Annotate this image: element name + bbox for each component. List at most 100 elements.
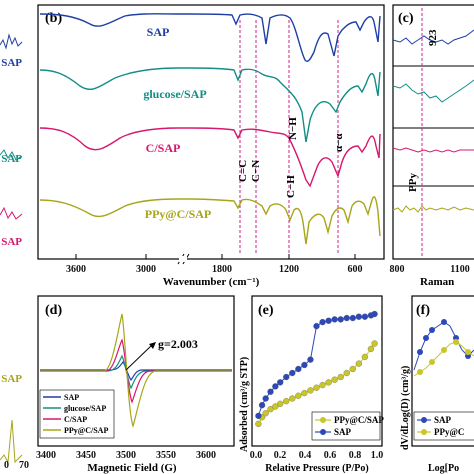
panel-e-xtick-1: 0.2 (274, 450, 287, 461)
panel-c-curve-ppy (392, 205, 474, 213)
panel-e-point-0 (262, 410, 269, 417)
panel-e-xtick-3: 0.6 (324, 450, 337, 461)
panel-f-ylabel: dV/dLog(D) (cm³/g) (400, 366, 411, 450)
panel-b-curve-ppy (39, 196, 381, 245)
panel-e-legend-0: PPy@C/SAP (334, 415, 384, 425)
panel-b-xtick-3: 1200 (279, 264, 299, 275)
panel-b-annot-ch: C−H (285, 175, 297, 198)
panel-d-xtick-4: 3600 (196, 450, 216, 461)
panel-e-point-0 (301, 389, 308, 397)
panel-b: (b) SAP glucose/SAP C/SAP PPy@C/SAP C=C … (37, 4, 385, 288)
panel-e-frame (251, 295, 383, 447)
panel-b-xtick-2: 1800 (212, 264, 232, 275)
panel-e-xtick-2: 0.4 (299, 450, 312, 461)
panel-c-xtick-0: 800 (390, 264, 405, 275)
panel-e-point-1 (289, 369, 296, 377)
panel-b-xtick-1: 3000 (136, 264, 156, 275)
panel-e-point-1 (313, 322, 320, 330)
panel-f-xlabel: Log[Po (428, 463, 459, 474)
panel-d-xlabel: Magnetic Field (G) (87, 462, 177, 474)
panel-e-point-1 (319, 318, 326, 326)
panel-f-legend-marker-1 (421, 429, 427, 435)
panel-f-legend-marker-0 (421, 417, 427, 423)
panel-d-curve-ppy (40, 313, 232, 428)
panel-d-legend-1: glucose/SAP (64, 404, 106, 413)
panel-e-point-0 (289, 395, 296, 402)
panel-e-legend-marker-0 (320, 417, 326, 423)
panel-f-point-ppy (465, 349, 471, 355)
panel-b-tag: (b) (45, 11, 62, 26)
panel-e-point-0 (277, 400, 284, 407)
panel-b-xlabel: Wavenumber (cm⁻¹) (163, 276, 260, 288)
panel-f-point-sap (441, 319, 447, 325)
panel-b-curve-sap (39, 13, 381, 62)
panel-e-point-1 (283, 373, 290, 381)
panel-c-curve-csap (392, 147, 474, 153)
panel-e-point-1 (258, 402, 266, 409)
panel-c: (c) 923 PPy 800 1100 Raman (390, 4, 474, 288)
panel-f-legend-0: SAP (434, 415, 452, 425)
panel-f-point-ppy (417, 369, 423, 375)
panel-e-point-1 (371, 310, 378, 318)
panel-b-annot-aa: α−α (333, 133, 345, 152)
panel-e-point-0 (325, 379, 332, 386)
panel-d-xtick-2: 3500 (116, 450, 136, 461)
panel-b-curve-csap (39, 127, 381, 188)
panel-f-point-ppy (453, 339, 459, 345)
panel-e-point-0 (361, 353, 369, 361)
panel-a-curve-3 (0, 206, 23, 220)
panel-e-points (255, 310, 378, 428)
panel-e-point-0 (267, 406, 274, 413)
panel-c-xlabel: Raman (420, 276, 454, 288)
panel-e-legend-1: SAP (334, 427, 352, 437)
panel-e-point-1 (355, 313, 363, 320)
panel-f-frame (411, 295, 474, 447)
panel-d-annot-arrow (125, 344, 153, 371)
panel-a-label-1: SAP (1, 57, 22, 69)
panel-e-point-0 (272, 403, 279, 410)
panel-b-label-csap: C/SAP (146, 141, 181, 155)
panel-e-ylabel: Adsorbed (cm³/g STP) (239, 357, 250, 452)
panel-e-point-1 (295, 365, 302, 373)
panel-a-label-3: SAP (1, 236, 22, 248)
panel-a-label-2: SAP (1, 153, 22, 165)
panel-d-legend-2: C/SAP (64, 415, 87, 424)
panel-b-annot-cn: C−N (250, 160, 262, 182)
panel-c-curve-glucose (392, 79, 474, 103)
panel-b-annot-nh: N−H (287, 117, 299, 140)
panel-d-annot-arrowhead (149, 342, 156, 349)
panel-e-point-0 (313, 384, 320, 391)
panel-e-point-0 (307, 387, 314, 394)
panel-e-point-0 (331, 376, 338, 383)
panel-c-xtick-1: 1100 (450, 264, 469, 275)
panel-e-tag: (e) (258, 303, 274, 318)
panel-b-xtick-0: 3600 (66, 264, 86, 275)
panel-a-curve-4 (0, 419, 23, 464)
panel-d-annot-g: g=2.003 (158, 337, 198, 351)
panel-e-point-1 (255, 412, 262, 420)
panel-e-point-1 (337, 316, 344, 323)
panel-c-annot-923: 923 (427, 29, 439, 46)
panel-e-point-0 (255, 420, 262, 428)
panel-b-label-ppy: PPy@C/SAP (145, 207, 212, 221)
panel-f-point-sap (417, 349, 423, 355)
panel-e-xtick-4: 0.8 (349, 450, 362, 461)
panel-b-label-sap: SAP (147, 25, 170, 39)
panel-f-point-sap (423, 335, 429, 341)
panel-d-legend-0: SAP (64, 393, 79, 402)
panel-e-point-1 (301, 361, 308, 369)
panel-f-curve-sap (413, 321, 474, 371)
panel-d-xtick-0: 3400 (36, 450, 56, 461)
panel-d-frame (37, 295, 235, 447)
panel-f-point-sap (429, 327, 435, 333)
panel-a-xtick-1: 70 (19, 460, 29, 471)
panel-e-point-1 (331, 316, 338, 323)
panel-c-annot-ppy: PPy (407, 173, 419, 192)
panel-c-curve-sap (392, 29, 474, 45)
panel-e-point-1 (343, 314, 350, 322)
panel-e-point-1 (277, 379, 284, 386)
panel-e-point-1 (349, 314, 356, 322)
panel-a-xtick-0: 0 (4, 460, 9, 471)
panel-e-point-0 (337, 373, 344, 381)
